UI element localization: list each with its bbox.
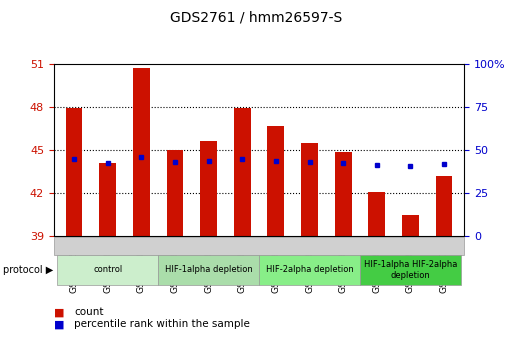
- Bar: [301, 143, 318, 236]
- Bar: [436, 176, 452, 236]
- Bar: [100, 163, 116, 236]
- Text: GDS2761 / hmm26597-S: GDS2761 / hmm26597-S: [170, 10, 343, 24]
- Text: control: control: [93, 265, 122, 275]
- Bar: [133, 68, 150, 236]
- Text: protocol ▶: protocol ▶: [3, 265, 53, 275]
- Bar: [335, 151, 351, 236]
- Text: percentile rank within the sample: percentile rank within the sample: [74, 319, 250, 329]
- Bar: [200, 141, 217, 236]
- Text: ■: ■: [54, 319, 64, 329]
- Text: HIF-1alpha depletion: HIF-1alpha depletion: [165, 265, 252, 275]
- Bar: [267, 126, 284, 236]
- Bar: [167, 150, 183, 236]
- Bar: [402, 215, 419, 236]
- Text: HIF-2alpha depletion: HIF-2alpha depletion: [266, 265, 353, 275]
- Text: count: count: [74, 307, 104, 317]
- Bar: [234, 108, 251, 236]
- Bar: [66, 108, 83, 236]
- Text: HIF-1alpha HIF-2alpha
depletion: HIF-1alpha HIF-2alpha depletion: [364, 260, 457, 280]
- Bar: [368, 192, 385, 236]
- Text: ■: ■: [54, 307, 64, 317]
